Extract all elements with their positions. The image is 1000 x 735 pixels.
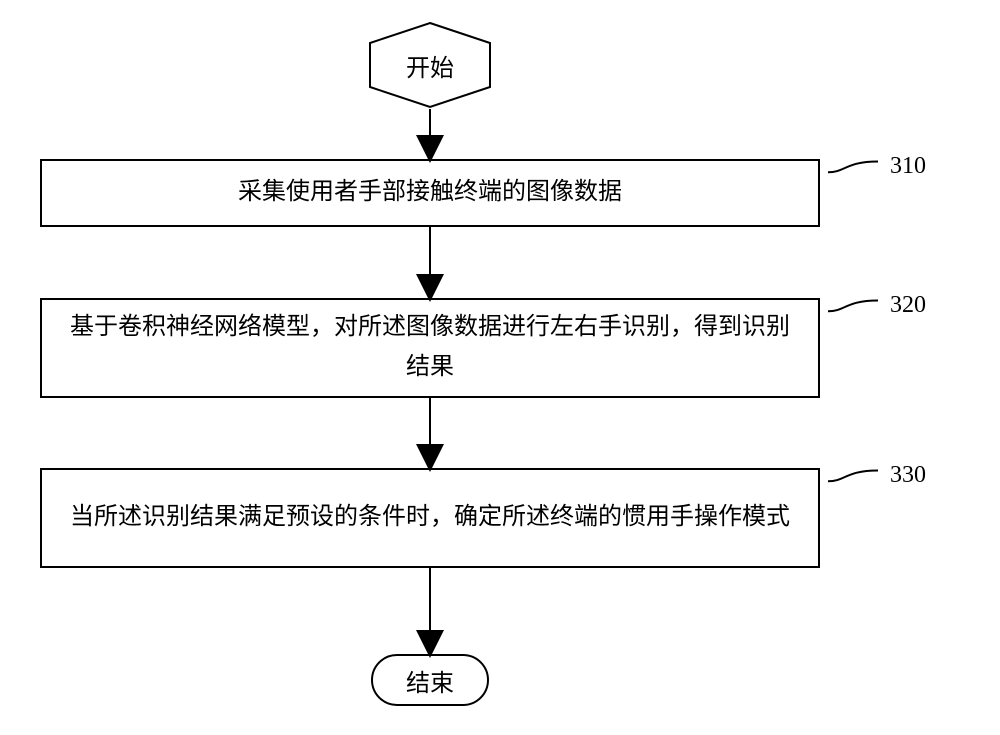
step1-ref-text: 310 <box>890 153 926 179</box>
end-text: 结束 <box>406 663 454 698</box>
step3-ref-text: 330 <box>890 462 926 488</box>
step2-ref-text: 320 <box>890 292 926 318</box>
step2-text: 基于卷积神经网络模型，对所述图像数据进行左右手识别，得到识别结果 <box>60 308 800 387</box>
step1-ref-label: 310 <box>828 152 926 180</box>
connector-curve-icon <box>828 466 878 484</box>
flow-step-3: 当所述识别结果满足预设的条件时，确定所述终端的惯用手操作模式 <box>40 468 820 568</box>
step3-ref-label: 330 <box>828 461 926 489</box>
connector-curve-icon <box>828 296 878 314</box>
step2-ref-label: 320 <box>828 291 926 319</box>
flow-step-2: 基于卷积神经网络模型，对所述图像数据进行左右手识别，得到识别结果 <box>40 298 820 398</box>
start-text: 开始 <box>406 48 454 83</box>
step3-text: 当所述识别结果满足预设的条件时，确定所述终端的惯用手操作模式 <box>70 498 790 538</box>
flow-start: 开始 <box>366 21 494 109</box>
step1-text: 采集使用者手部接触终端的图像数据 <box>238 173 622 213</box>
flow-end: 结束 <box>371 654 489 706</box>
connector-curve-icon <box>828 157 878 175</box>
flow-step-1: 采集使用者手部接触终端的图像数据 <box>40 159 820 227</box>
